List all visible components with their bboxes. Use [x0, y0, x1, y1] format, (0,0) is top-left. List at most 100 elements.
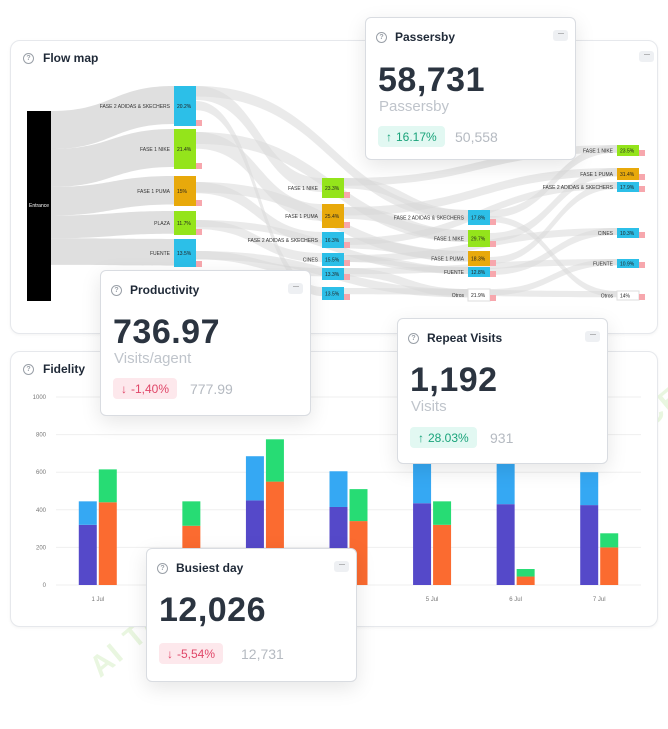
sankey-node-value: 18.3%	[471, 257, 486, 263]
sankey-node-label: FASE 1 NIKE	[434, 237, 465, 243]
help-circle-icon[interactable]: ?	[376, 31, 387, 43]
bar-segment	[516, 569, 535, 577]
sankey-node	[468, 267, 490, 277]
sankey-node	[617, 168, 639, 180]
sankey-node	[617, 145, 639, 156]
sankey-node-label: Otros	[452, 293, 465, 299]
sankey-node-marker	[490, 241, 496, 247]
sankey-node-label: FASE 1 NIKE	[140, 147, 171, 153]
more-horizontal-icon[interactable]: ···	[639, 50, 654, 62]
sankey-node-marker	[490, 271, 496, 277]
fidelity-title-text: Fidelity	[43, 362, 86, 376]
productivity-card[interactable]: ? Productivity ··· 736.97 Visits/agent ↓…	[100, 270, 311, 416]
card-title-text: Productivity	[130, 283, 200, 297]
sankey-node	[468, 210, 490, 225]
bar-segment	[78, 524, 97, 585]
previous-value: 777.99	[190, 381, 233, 397]
sankey-node-value: 29.7%	[471, 237, 486, 243]
sankey-node-marker	[344, 274, 350, 280]
bar-segment	[78, 501, 97, 525]
sankey-node-label: FUENTE	[150, 251, 171, 257]
sankey-node-label: CINES	[303, 258, 319, 264]
bar-segment	[98, 502, 117, 585]
help-circle-icon[interactable]: ?	[157, 562, 168, 574]
sankey-node-marker	[639, 232, 645, 238]
sankey-node	[468, 230, 490, 247]
card-value: 736.97	[113, 313, 220, 351]
bar-segment	[496, 462, 515, 505]
flow-map-title-text: Flow map	[43, 51, 99, 65]
arrow-down-icon: ↓	[167, 646, 173, 661]
bar-segment	[245, 456, 264, 501]
sankey-node	[322, 287, 344, 300]
sankey-node	[322, 253, 344, 266]
sankey-flow	[490, 228, 617, 275]
help-circle-icon[interactable]: ?	[408, 332, 419, 344]
more-horizontal-icon[interactable]: ···	[288, 282, 303, 294]
sankey-node-label: PLAZA	[154, 221, 171, 227]
help-circle-icon[interactable]: ?	[111, 284, 122, 296]
card-value: 58,731	[378, 61, 485, 99]
card-value: 1,192	[410, 361, 498, 399]
sankey-node	[174, 176, 196, 206]
sankey-node-value: 16.3%	[325, 238, 340, 244]
help-circle-icon[interactable]: ?	[23, 363, 34, 375]
sankey-node-label: FASE 2 ADIDAS & SKECHERS	[248, 238, 319, 244]
bar-segment	[329, 471, 348, 507]
bar-segment	[413, 463, 432, 504]
x-tick-label: 5 Jul	[426, 597, 439, 603]
y-tick-label: 1000	[33, 395, 47, 401]
fidelity-title: ? Fidelity	[23, 362, 85, 376]
card-title: ? Passersby	[376, 30, 455, 44]
sankey-node-value: 23.5%	[620, 149, 635, 155]
more-horizontal-icon[interactable]: ···	[334, 560, 349, 572]
sankey-flow	[344, 207, 468, 242]
card-unit: Passersby	[379, 98, 450, 115]
bar-segment	[349, 489, 368, 522]
bar-segment	[182, 501, 201, 526]
more-horizontal-icon[interactable]: ···	[585, 330, 600, 342]
change-badge: ↓ -1,40%	[113, 378, 178, 399]
sankey-node-value: 12.8%	[471, 270, 486, 276]
sankey-node-marker	[639, 150, 645, 156]
more-horizontal-icon[interactable]: ···	[553, 29, 568, 41]
sankey-node-marker	[344, 192, 350, 198]
change-value: -5,54%	[177, 646, 216, 661]
sankey-node-label: CINES	[598, 231, 614, 237]
busiest-day-card[interactable]: ? Busiest day ··· 12,026 ↓ -5,54% 12,731	[146, 548, 357, 682]
card-title-text: Busiest day	[176, 561, 244, 575]
previous-value: 50,558	[455, 129, 498, 145]
y-tick-label: 200	[36, 545, 47, 551]
sankey-node	[322, 268, 344, 280]
repeat-visits-card[interactable]: ? Repeat Visits ··· 1,192 Visits ↑ 28.03…	[397, 318, 608, 464]
sankey-node-value: 25.4%	[325, 214, 340, 220]
y-tick-label: 800	[36, 433, 47, 439]
sankey-node	[617, 228, 639, 238]
sankey-node-value: 20.2%	[177, 104, 192, 110]
arrow-up-icon: ↑	[386, 129, 392, 144]
change-badge: ↑ 28.03%	[410, 427, 477, 448]
sankey-node-value: 10.9%	[620, 262, 635, 268]
sankey-node	[617, 259, 639, 268]
sankey-node-label: FASE 1 NIKE	[583, 149, 614, 155]
sankey-node-marker	[196, 200, 202, 206]
sankey-node-value: 17.9%	[620, 185, 635, 191]
card-title: ? Repeat Visits	[408, 331, 502, 345]
sankey-node-label: FUENTE	[444, 270, 465, 276]
bar-segment	[580, 472, 599, 506]
passersby-card[interactable]: ? Passersby ··· 58,731 Passersby ↑ 16.17…	[365, 17, 576, 160]
sankey-node-marker	[344, 260, 350, 266]
y-tick-label: 0	[43, 583, 47, 589]
card-title-text: Repeat Visits	[427, 331, 503, 345]
bar-segment	[600, 547, 619, 585]
sankey-node-label: FASE 1 NIKE	[288, 186, 319, 192]
arrow-up-icon: ↑	[418, 430, 424, 445]
help-circle-icon[interactable]: ?	[23, 52, 34, 64]
change-badge: ↓ -5,54%	[159, 643, 224, 664]
sankey-node-value: 13.5%	[177, 251, 192, 257]
bar-segment	[413, 503, 432, 585]
sankey-flow	[51, 176, 174, 216]
previous-value: 931	[490, 430, 514, 446]
sankey-node	[617, 182, 639, 192]
